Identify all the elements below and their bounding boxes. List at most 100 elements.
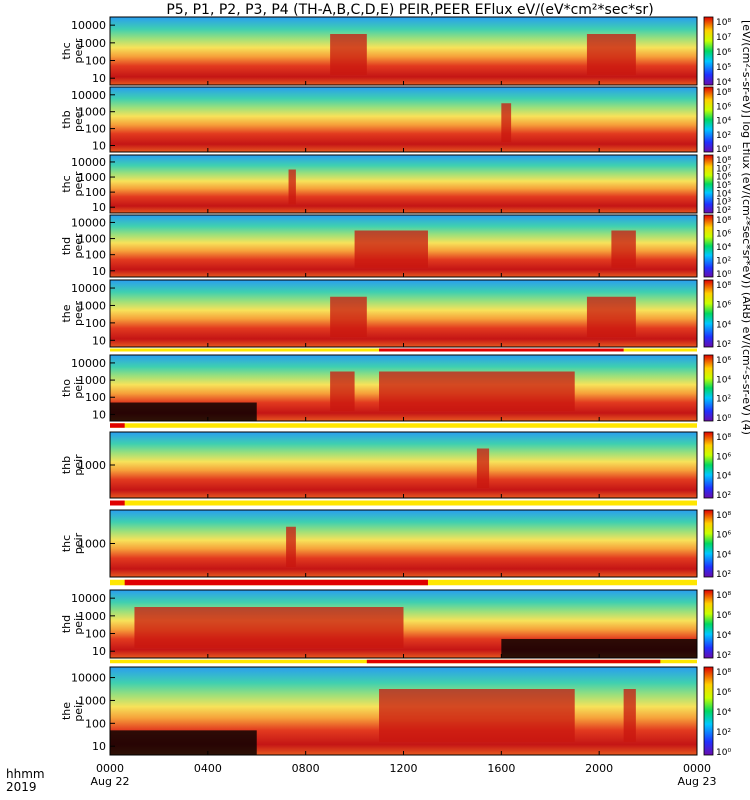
y-tick-label: 10000	[71, 592, 106, 605]
colorbar-tick-label: 10⁵	[716, 181, 731, 191]
y-axis-label: peir	[72, 532, 85, 554]
y-axis-label: tho	[60, 379, 73, 397]
y-axis-label: thc	[60, 175, 73, 192]
intensity-band	[379, 689, 575, 742]
colorbar-tick-label: 10⁸	[716, 433, 731, 443]
y-axis-label: the	[60, 304, 73, 322]
colorbar-tick-label: 10²	[716, 206, 731, 216]
spectrogram-fill	[110, 510, 697, 577]
low-count-region	[501, 638, 697, 658]
y-axis-label: peer	[72, 107, 85, 133]
colorbar-tick-label: 10⁶	[716, 452, 731, 462]
colorbar-tick-label: 10⁸	[716, 668, 731, 678]
intensity-band	[623, 689, 636, 742]
intensity-band	[134, 607, 404, 648]
spectrogram-panel: 10000 1000 100 10 the peer 10⁸ 10⁶ 10⁴ 10²	[60, 279, 731, 350]
y-tick-label: 1000	[78, 610, 106, 623]
colorbar-tick-label: 10⁷	[716, 164, 731, 174]
y-tick-label: 10000	[71, 282, 106, 295]
coverage-bar-red	[366, 659, 661, 664]
y-tick-label: 10000	[71, 156, 106, 169]
y-tick-label: 10	[92, 645, 106, 658]
colorbar-tick-label: 10⁸	[716, 18, 731, 28]
colorbar-tick-label: 10⁴	[716, 117, 731, 127]
y-tick-label: 1000	[78, 37, 106, 50]
intensity-band	[586, 34, 636, 75]
colorbar-tick-label: 10⁴	[716, 631, 731, 641]
y-tick-label: 1000	[78, 374, 106, 387]
spectrogram-panel: 10000 1000 100 10 thb peer 10⁸ 10⁶ 10⁴ 10² 10⁰	[60, 86, 731, 155]
x-tick-label: 0400	[194, 762, 222, 775]
y-tick-label: 100	[85, 391, 106, 404]
intensity-band	[611, 230, 636, 268]
y-axis-label: peer	[72, 301, 85, 327]
y-tick-label: 1000	[78, 233, 106, 246]
y-axis-label: thd	[60, 615, 73, 633]
x-tick-label: 0000	[96, 762, 124, 775]
x-tick-label: 1600	[487, 762, 515, 775]
colorbar-tick-label: 10⁸	[716, 281, 731, 291]
colorbar-tick-label: 10⁰	[716, 414, 731, 424]
colorbar	[703, 154, 714, 214]
colorbar-tick-label: 10⁸	[716, 216, 731, 226]
spectrogram-panel: 10000 1000 100 10 thc peer 10⁸ 10⁷ 10⁶ 10⁵ 10⁴	[60, 16, 731, 88]
coverage-bar-red	[110, 423, 125, 428]
colorbar-tick-label: 10⁸	[716, 591, 731, 601]
colorbar-tick-label: 10²	[716, 395, 731, 405]
y-axis-label: peer	[72, 171, 85, 197]
y-axis-label: thd	[60, 237, 73, 255]
colorbar-tick-label: 10⁸	[716, 156, 731, 166]
y-tick-label: 100	[85, 717, 106, 730]
intensity-band	[288, 169, 296, 205]
x-tick-label: 1200	[390, 762, 418, 775]
spectrogram-panel: 10000 1000 100 10 thd peer 10⁸ 10⁶ 10⁴ 10² 10⁰	[60, 214, 731, 280]
spectrogram-panel: 10000 1000 100 10 the peir 10⁸ 10⁶ 10⁴ 10² 10⁰	[60, 666, 731, 758]
y-axis-label: thc	[60, 535, 73, 552]
colorbar-tick-label: 10⁴	[716, 78, 731, 88]
colorbar	[703, 86, 714, 153]
colorbar-tick-label: 10⁶	[716, 102, 731, 112]
colorbar-tick-label: 10⁵	[716, 63, 731, 73]
spectrogram-fill	[110, 432, 697, 498]
footer-hhmm: hhmm	[6, 767, 45, 781]
colorbar-tick-label: 10²	[716, 257, 731, 267]
coverage-bar-yellow	[110, 500, 697, 506]
y-tick-label: 10	[92, 140, 106, 153]
y-tick-label: 100	[85, 123, 106, 136]
y-axis-label: the	[60, 702, 73, 720]
intensity-band	[379, 371, 575, 412]
y-tick-label: 10	[92, 201, 106, 214]
colorbar-axis-label: [eV/(cm²-s-sr-eV)] log Eflux (eV/(cm²*se…	[740, 20, 750, 775]
colorbar	[703, 431, 714, 499]
colorbar	[703, 509, 714, 578]
y-axis-label: peir	[72, 700, 85, 722]
y-tick-label: 10000	[71, 89, 106, 102]
low-count-region	[110, 730, 257, 755]
y-tick-label: 1000	[78, 694, 106, 707]
colorbar-tick-label: 10⁴	[716, 189, 731, 199]
colorbar-tick-label: 10⁶	[716, 356, 731, 366]
colorbar-label-text: [eV/(cm²-s-sr-eV)] log Eflux (eV/(cm²*se…	[740, 20, 750, 435]
footer-year: 2019	[6, 780, 37, 794]
y-tick-label: 10000	[71, 19, 106, 32]
x-tick-label: 0000	[683, 762, 711, 775]
y-tick-label: 1000	[78, 171, 106, 184]
colorbar-tick-label: 10²	[716, 570, 731, 580]
spectrogram-panel: 10000 1000 100 10 tho peir 10⁶ 10⁴ 10² 10⁰	[60, 354, 731, 424]
colorbar-tick-label: 10⁸	[716, 511, 731, 521]
colorbar	[703, 589, 714, 659]
colorbar-tick-label: 10⁴	[716, 708, 731, 718]
spectrogram-panel: 1000 thb peir 10⁸ 10⁶ 10⁴ 10²	[60, 431, 731, 501]
colorbar-tick-label: 10²	[716, 491, 731, 501]
spectrogram-panel: 10000 1000 100 10 thd peir 10⁸ 10⁶ 10⁴ 10²	[60, 589, 731, 661]
y-axis-label: peer	[72, 233, 85, 259]
colorbar	[703, 16, 714, 86]
spectrogram-panel: 1000 thc peir 10⁸ 10⁶ 10⁴ 10²	[60, 509, 731, 580]
colorbar-tick-label: 10⁶	[716, 48, 731, 58]
y-tick-label: 1000	[78, 106, 106, 119]
colorbar-tick-label: 10⁰	[716, 145, 731, 155]
coverage-bar-red	[379, 348, 624, 352]
intensity-band	[586, 296, 636, 337]
intensity-band	[476, 448, 490, 489]
low-count-region	[110, 402, 257, 421]
